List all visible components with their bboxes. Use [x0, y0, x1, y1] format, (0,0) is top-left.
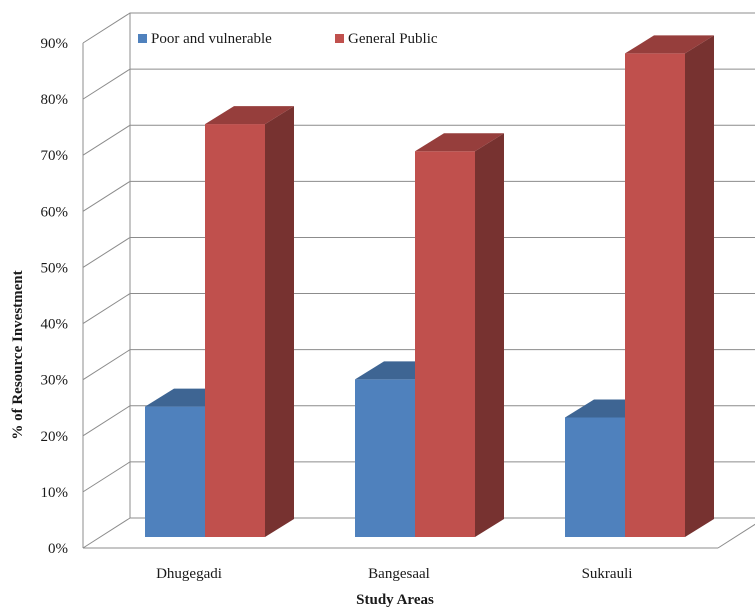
y-tick-label: 80% — [41, 92, 69, 108]
bar-side — [685, 35, 714, 537]
y-tick-label: 50% — [41, 260, 69, 276]
legend-swatch — [335, 34, 344, 43]
bar-sukrauli-general-public — [625, 35, 714, 537]
legend-item: General Public — [335, 31, 438, 47]
y-tick-label: 0% — [48, 541, 68, 557]
y-tick-label: 20% — [41, 429, 69, 445]
bar-front — [355, 379, 415, 537]
legend-label: Poor and vulnerable — [151, 31, 272, 47]
x-axis-label: Study Areas — [356, 592, 434, 608]
bars — [145, 35, 714, 538]
gridlines — [82, 12, 755, 549]
legend-swatch — [138, 34, 147, 43]
bar-top — [625, 35, 714, 54]
bar-top — [415, 133, 504, 152]
y-tick-label: 60% — [41, 204, 69, 220]
y-tick-label: 70% — [41, 148, 69, 164]
bar-front — [415, 151, 475, 537]
y-axis-label: % of Resource Investment — [10, 270, 26, 439]
bar-side — [475, 133, 504, 537]
x-tick-label: Bangesaal — [368, 566, 430, 582]
y-tick-label: 10% — [41, 485, 69, 501]
y-axis-ticks: 0% 10% 20% 30% 40% 50% 60% 70% 80% 90% — [41, 36, 69, 557]
bar-front — [565, 417, 625, 537]
bar-bangesaal-general-public — [415, 133, 504, 537]
y-tick-label: 40% — [41, 317, 69, 333]
y-tick-label: 30% — [41, 373, 69, 389]
bar-dhugegadi-general-public — [205, 106, 294, 538]
legend-item: Poor and vulnerable — [138, 31, 272, 47]
bar-front — [625, 53, 685, 537]
x-tick-label: Dhugegadi — [156, 566, 222, 582]
legend-label: General Public — [348, 31, 438, 47]
y-tick-label: 90% — [41, 36, 69, 52]
bar-side — [265, 106, 294, 538]
bar-front — [145, 406, 205, 537]
x-tick-label: Sukrauli — [582, 566, 633, 582]
bar-top — [205, 106, 294, 125]
floor-right-edge — [717, 523, 755, 549]
x-axis-ticks: Dhugegadi Bangesaal Sukrauli — [156, 566, 632, 582]
legend: Poor and vulnerable General Public — [138, 31, 438, 47]
bar-front — [205, 124, 265, 538]
